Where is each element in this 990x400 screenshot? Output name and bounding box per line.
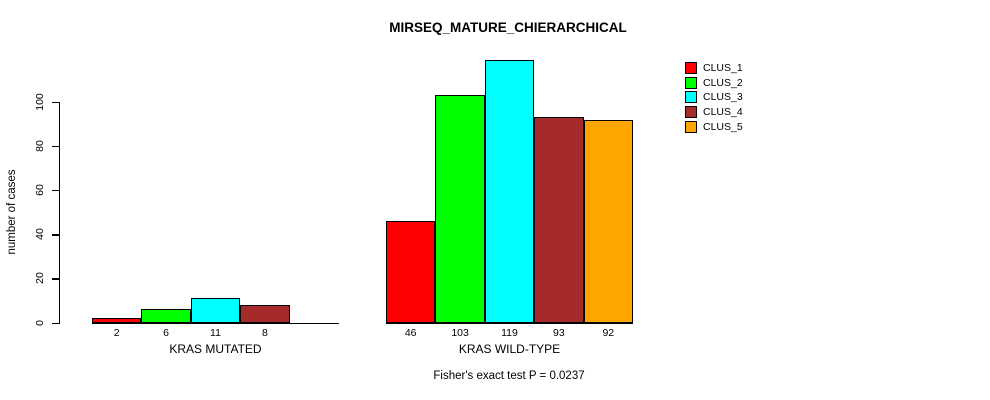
bar-clus_3 <box>484 60 535 323</box>
bar-clus_1 <box>92 318 142 323</box>
bar-group: 46 103 119 93 92 KRAS WILD-TYPE <box>386 40 633 356</box>
legend-swatch-clus_4 <box>685 106 697 119</box>
legend-item: CLUS_1 <box>685 61 743 76</box>
bar-value-label: 11 <box>210 326 221 339</box>
y-axis-title: number of cases <box>6 169 18 255</box>
bar-clus_2 <box>141 309 191 323</box>
legend-swatch-clus_5 <box>685 120 697 133</box>
bar-group: 2 6 11 8 KRAS MUTATED <box>92 40 339 356</box>
legend-swatch-clus_3 <box>685 91 697 104</box>
group-label: KRAS WILD-TYPE <box>458 341 561 356</box>
legend-label: CLUS_1 <box>703 62 743 75</box>
y-tick-label: 40 <box>34 228 46 241</box>
bar-clus_1 <box>386 221 436 323</box>
legend-label: CLUS_3 <box>703 91 743 104</box>
legend: CLUS_1 CLUS_2 CLUS_3 CLUS_4 CLUS_5 <box>685 61 743 134</box>
y-tick-mark <box>51 146 59 148</box>
legend-item: CLUS_3 <box>685 90 743 105</box>
bar-value-label: 92 <box>602 326 615 339</box>
bar-value-label: 93 <box>553 326 565 339</box>
legend-label: CLUS_5 <box>703 120 743 133</box>
y-tick-mark <box>51 278 59 280</box>
y-tick-label: 20 <box>34 272 46 285</box>
bar-clus_4 <box>534 117 584 323</box>
legend-item: CLUS_5 <box>685 119 743 134</box>
bar-value-label: 119 <box>501 326 518 339</box>
y-tick-label: 80 <box>34 140 46 152</box>
y-tick-label: 0 <box>34 319 46 326</box>
legend-label: CLUS_2 <box>703 76 743 89</box>
bar-value-label: 8 <box>261 326 268 339</box>
y-tick-mark <box>51 102 59 104</box>
bar-clus_5 <box>583 119 633 323</box>
bar-clus_3 <box>190 298 241 323</box>
bar-value-label: 46 <box>404 326 417 339</box>
bar-clus_4 <box>240 304 290 323</box>
legend-swatch-clus_2 <box>685 76 697 89</box>
y-tick-mark <box>51 322 59 324</box>
y-tick-mark <box>51 234 59 236</box>
bar-value-label: 6 <box>163 326 169 339</box>
legend-item: CLUS_4 <box>685 105 743 120</box>
legend-label: CLUS_4 <box>703 106 743 119</box>
legend-swatch-clus_1 <box>685 62 697 75</box>
chart-title: MIRSEQ_MATURE_CHIERARCHICAL <box>389 20 627 35</box>
legend-item: CLUS_2 <box>685 76 743 91</box>
bar-clus_2 <box>435 95 485 323</box>
bar-value-label: 103 <box>451 326 469 339</box>
y-tick-label: 100 <box>34 93 46 111</box>
y-tick-label: 60 <box>34 184 46 197</box>
bar-value-label: 2 <box>113 326 120 339</box>
group-label: KRAS MUTATED <box>169 341 262 356</box>
fisher-test-annotation: Fisher's exact test P = 0.0237 <box>433 370 585 382</box>
y-axis-line <box>58 101 60 324</box>
y-tick-mark <box>51 190 59 192</box>
